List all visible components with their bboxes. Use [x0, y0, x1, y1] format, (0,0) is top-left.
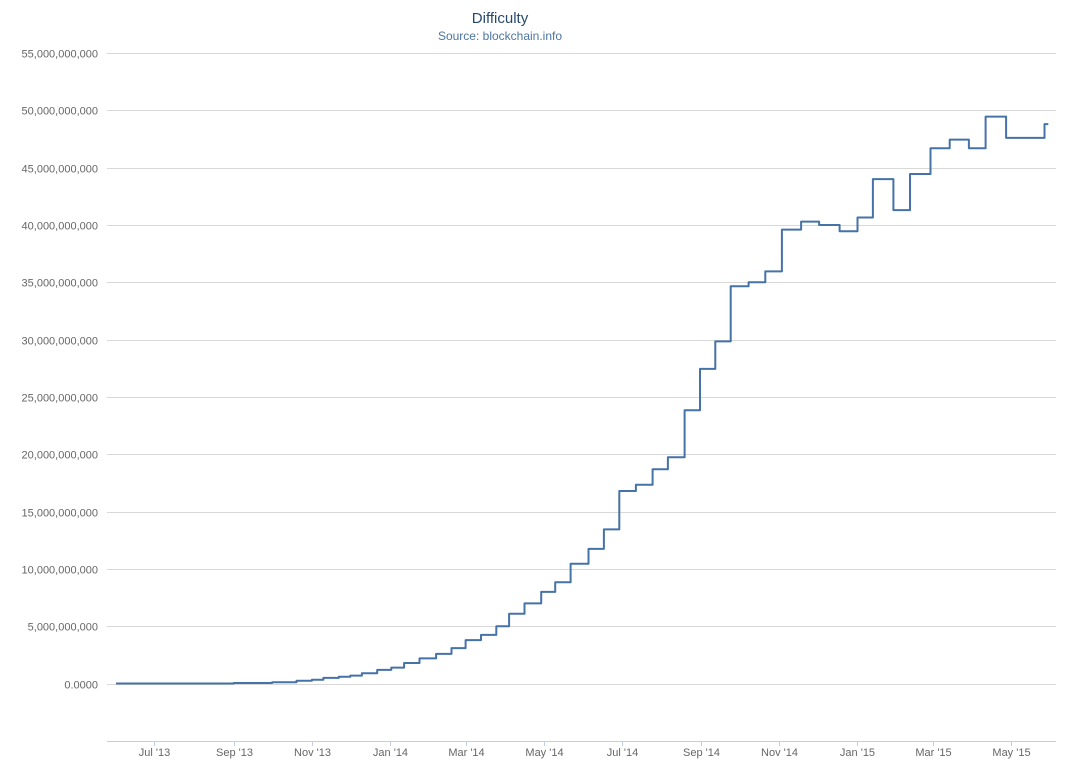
data-point[interactable]: [113, 681, 119, 687]
data-point[interactable]: [837, 228, 843, 234]
chart-title: Difficulty: [471, 10, 529, 27]
data-point[interactable]: [746, 279, 752, 285]
x-tick-label: Nov '14: [761, 747, 798, 759]
data-point[interactable]: [682, 407, 688, 413]
data-point[interactable]: [1045, 121, 1051, 127]
data-point[interactable]: [966, 145, 972, 151]
series-layer: [113, 114, 1051, 687]
data-point[interactable]: [890, 207, 896, 213]
y-tick-label: 5,000,000,000: [28, 622, 98, 634]
data-point[interactable]: [697, 366, 703, 372]
data-point[interactable]: [552, 579, 558, 585]
y-tick-label: 35,000,000,000: [22, 278, 98, 290]
data-point[interactable]: [779, 227, 785, 233]
data-point[interactable]: [665, 454, 671, 460]
data-point[interactable]: [347, 673, 353, 679]
data-point[interactable]: [568, 561, 574, 567]
x-axis: Jul '13 Sep '13 Nov '13 Jan '14 Mar '14 May '…: [107, 741, 1056, 759]
x-tick-label: May '15: [992, 747, 1030, 759]
y-axis-tick-labels: 0.0000 5,000,000,000 10,000,000,000 15,000,…: [22, 49, 98, 692]
x-tick-label: Jan '15: [840, 747, 875, 759]
y-tick-label: 30,000,000,000: [22, 336, 98, 348]
data-point[interactable]: [336, 674, 342, 680]
data-point[interactable]: [433, 651, 439, 657]
x-tick-label: Mar '15: [915, 747, 951, 759]
data-point[interactable]: [712, 338, 718, 344]
x-tick-label: Jul '13: [139, 747, 170, 759]
y-tick-label: 10,000,000,000: [22, 565, 98, 577]
data-point[interactable]: [816, 222, 822, 228]
data-point[interactable]: [616, 488, 622, 494]
data-point[interactable]: [983, 114, 989, 120]
series-line-difficulty: [116, 115, 1049, 685]
data-point[interactable]: [928, 145, 934, 151]
data-point[interactable]: [231, 680, 237, 686]
data-point[interactable]: [907, 171, 913, 177]
data-point[interactable]: [417, 655, 423, 661]
data-point[interactable]: [633, 482, 639, 488]
x-tick-label: Sep '14: [683, 747, 720, 759]
data-point[interactable]: [359, 670, 365, 676]
data-point[interactable]: [269, 679, 275, 685]
y-tick-label: 50,000,000,000: [22, 106, 98, 118]
data-point[interactable]: [650, 466, 656, 472]
x-tick-label: May '14: [525, 747, 563, 759]
data-point[interactable]: [538, 589, 544, 595]
data-point[interactable]: [870, 176, 876, 182]
data-point[interactable]: [449, 645, 455, 651]
data-point[interactable]: [728, 283, 734, 289]
x-tick-label: Nov '13: [294, 747, 331, 759]
y-tick-label: 25,000,000,000: [22, 393, 98, 405]
x-tick-label: Jul '14: [607, 747, 638, 759]
y-tick-label: 55,000,000,000: [22, 49, 98, 61]
data-point[interactable]: [388, 665, 394, 671]
data-point[interactable]: [506, 611, 512, 617]
data-point[interactable]: [493, 623, 499, 629]
data-point[interactable]: [947, 137, 953, 143]
data-point[interactable]: [463, 637, 469, 643]
data-point[interactable]: [1003, 135, 1009, 141]
data-point[interactable]: [294, 678, 300, 684]
data-point[interactable]: [586, 546, 592, 552]
data-point[interactable]: [601, 526, 607, 532]
x-tick-label: Jan '14: [373, 747, 408, 759]
data-point[interactable]: [478, 632, 484, 638]
data-point[interactable]: [762, 268, 768, 274]
y-tick-label: 45,000,000,000: [22, 164, 98, 176]
y-tick-label: 40,000,000,000: [22, 221, 98, 233]
data-point[interactable]: [309, 677, 315, 683]
data-point[interactable]: [374, 667, 380, 673]
data-point[interactable]: [522, 600, 528, 606]
x-tick-label: Sep '13: [216, 747, 253, 759]
chart-subtitle: Source: blockchain.info: [437, 29, 563, 43]
y-tick-label: 15,000,000,000: [22, 508, 98, 520]
data-point[interactable]: [320, 675, 326, 681]
grid-lines: [107, 53, 1056, 685]
y-tick-label: 20,000,000,000: [22, 450, 98, 462]
y-tick-label: 0.0000: [64, 680, 98, 692]
data-point[interactable]: [401, 660, 407, 666]
data-point[interactable]: [855, 215, 861, 221]
data-point[interactable]: [798, 219, 804, 225]
x-tick-label: Mar '14: [448, 747, 484, 759]
